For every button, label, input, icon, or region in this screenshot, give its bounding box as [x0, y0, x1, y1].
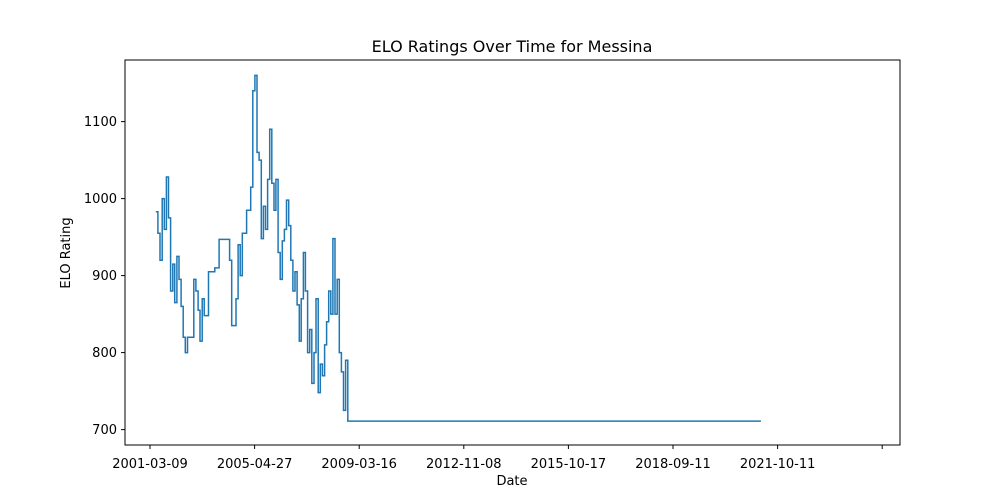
y-tick-label: 900 [92, 269, 117, 284]
x-axis: 2001-03-09 2005-04-27 2009-03-16 2012-11-08… [112, 445, 883, 472]
x-tick-label: 2015-10-17 [531, 457, 607, 472]
chart-title: ELO Ratings Over Time for Messina [372, 37, 653, 56]
y-tick-label: 1100 [84, 115, 117, 130]
x-tick-label: 2005-04-27 [217, 457, 293, 472]
y-axis-title: ELO Rating [59, 217, 74, 288]
x-tick-label: 2021-10-11 [740, 457, 816, 472]
series-line [155, 74, 761, 422]
x-tick-label: 2009-03-16 [321, 457, 397, 472]
y-axis: 700 800 900 1000 1100 [84, 115, 125, 438]
y-tick-label: 700 [92, 423, 117, 438]
plot-area [124, 59, 901, 446]
y-tick-label: 800 [92, 346, 117, 361]
x-tick-label: 2012-11-08 [426, 457, 502, 472]
y-tick-label: 1000 [84, 192, 117, 207]
x-tick-label: 2001-03-09 [112, 457, 188, 472]
series-group [155, 74, 761, 422]
x-axis-title: Date [496, 474, 527, 489]
x-tick-label: 2018-09-11 [635, 457, 711, 472]
